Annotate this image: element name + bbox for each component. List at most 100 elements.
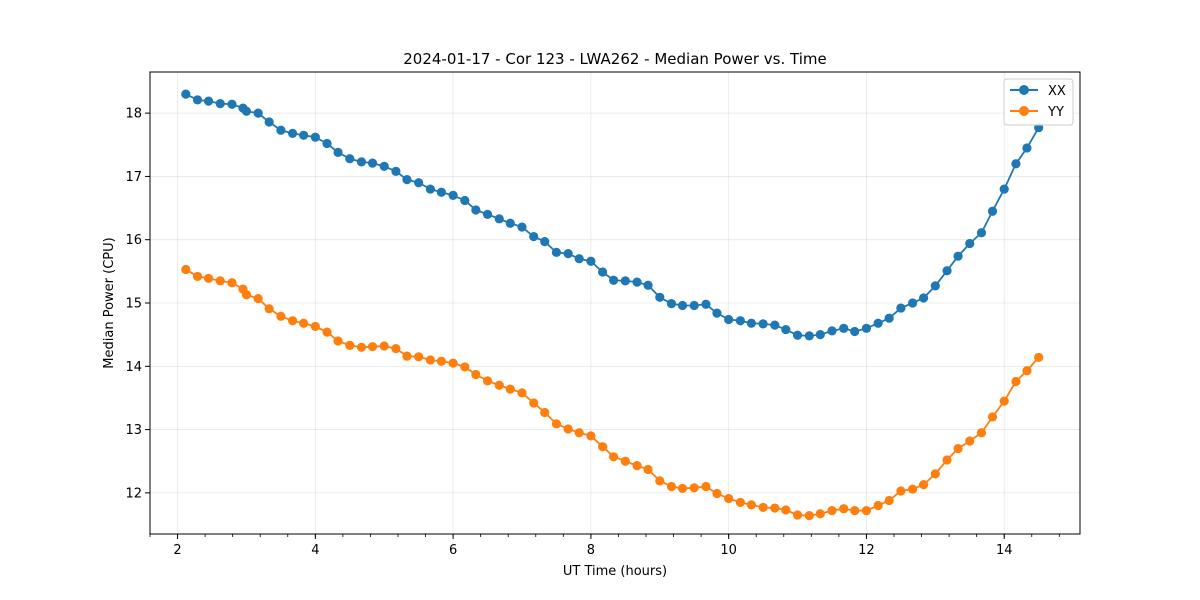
data-point-yy <box>861 505 872 516</box>
data-point-xx <box>655 292 665 302</box>
data-point-yy <box>620 456 630 466</box>
data-point-yy <box>884 495 894 506</box>
data-point-yy <box>563 424 573 434</box>
data-point-yy <box>253 293 263 304</box>
data-point-xx <box>540 237 550 247</box>
data-point-xx <box>1022 143 1032 153</box>
data-point-xx <box>310 132 320 142</box>
data-point-yy <box>976 428 987 438</box>
series-line-yy <box>185 268 1040 517</box>
data-point-yy <box>689 483 699 493</box>
data-point-yy <box>896 486 906 496</box>
legend-marker-yy <box>1019 106 1029 116</box>
data-point-xx <box>609 275 619 285</box>
data-point-yy <box>215 276 225 286</box>
data-point-xx <box>620 276 630 286</box>
data-point-yy <box>276 311 286 321</box>
x-tick-label: 6 <box>449 543 457 558</box>
data-point-xx <box>839 323 849 333</box>
data-point-yy <box>724 493 734 504</box>
x-tick-label: 14 <box>996 543 1013 558</box>
data-point-xx <box>953 251 963 261</box>
data-point-yy <box>288 316 298 326</box>
y-tick-label: 12 <box>125 486 142 501</box>
data-point-xx <box>712 308 722 318</box>
y-tick-label: 18 <box>125 107 142 122</box>
data-point-xx <box>192 95 203 105</box>
data-point-yy <box>379 341 389 351</box>
data-point-xx <box>494 214 504 224</box>
data-point-xx <box>804 331 814 341</box>
data-point-yy <box>701 481 711 492</box>
data-point-yy <box>264 304 274 314</box>
data-point-yy <box>460 362 470 372</box>
data-point-xx <box>288 128 298 138</box>
data-point-xx <box>181 89 191 99</box>
data-point-yy <box>494 380 504 390</box>
x-tick-label: 4 <box>311 543 319 558</box>
data-point-yy <box>609 452 619 462</box>
data-point-xx <box>356 157 367 167</box>
data-point-xx <box>551 247 562 257</box>
data-point-xx <box>333 147 343 157</box>
data-point-yy <box>505 384 515 394</box>
data-point-yy <box>414 352 424 362</box>
data-point-yy <box>517 388 527 398</box>
data-point-yy <box>448 358 458 368</box>
data-point-xx <box>215 99 225 109</box>
data-point-xx <box>414 178 424 188</box>
data-point-yy <box>203 273 214 283</box>
data-point-xx <box>666 299 677 309</box>
data-point-yy <box>310 321 320 332</box>
data-point-yy <box>792 510 803 520</box>
data-point-yy <box>919 480 929 490</box>
data-point-yy <box>1034 352 1044 363</box>
data-point-yy <box>391 343 401 354</box>
data-point-xx <box>402 174 412 185</box>
data-point-xx <box>425 184 435 194</box>
data-point-xx <box>781 324 791 335</box>
data-point-xx <box>873 318 883 328</box>
x-tick-label: 10 <box>720 543 737 558</box>
data-point-yy <box>746 500 757 510</box>
data-point-xx <box>643 280 653 290</box>
data-point-yy <box>181 264 191 275</box>
x-tick-label: 8 <box>587 543 595 558</box>
data-point-yy <box>999 396 1009 406</box>
data-point-yy <box>873 500 883 511</box>
data-point-yy <box>540 407 550 418</box>
grid <box>150 72 1080 534</box>
data-point-xx <box>861 323 872 333</box>
data-point-yy <box>850 505 860 516</box>
data-point-xx <box>908 298 918 308</box>
axes: 2 4 6 8 10 12 14 12 13 14 15 16 17 18 <box>125 107 1060 558</box>
data-point-xx <box>322 138 332 149</box>
data-point-yy <box>356 342 367 352</box>
y-tick-label: 16 <box>125 233 142 248</box>
data-point-yy <box>1022 366 1032 376</box>
data-point-xx <box>884 313 894 323</box>
x-axis-label: UT Time (hours) <box>563 564 667 579</box>
data-point-xx <box>482 209 493 219</box>
data-point-xx <box>391 166 401 176</box>
data-point-xx <box>758 319 768 329</box>
series-line-xx <box>185 93 1040 337</box>
data-point-xx <box>379 161 389 171</box>
data-point-xx <box>505 218 515 228</box>
legend-label-xx: XX <box>1048 84 1066 99</box>
data-point-yy <box>908 484 918 494</box>
data-point-xx <box>276 125 286 135</box>
data-point-xx <box>203 96 214 106</box>
data-point-yy <box>655 476 665 486</box>
data-point-yy <box>425 355 435 365</box>
data-point-yy <box>367 342 378 352</box>
data-point-yy <box>677 483 688 494</box>
data-point-yy <box>241 290 252 300</box>
data-point-yy <box>345 340 355 351</box>
legend-marker-xx <box>1019 85 1029 95</box>
data-point-xx <box>896 303 906 313</box>
data-point-xx <box>792 330 803 340</box>
data-point-xx <box>227 99 237 109</box>
data-point-yy <box>781 505 791 515</box>
data-point-xx <box>598 267 608 277</box>
